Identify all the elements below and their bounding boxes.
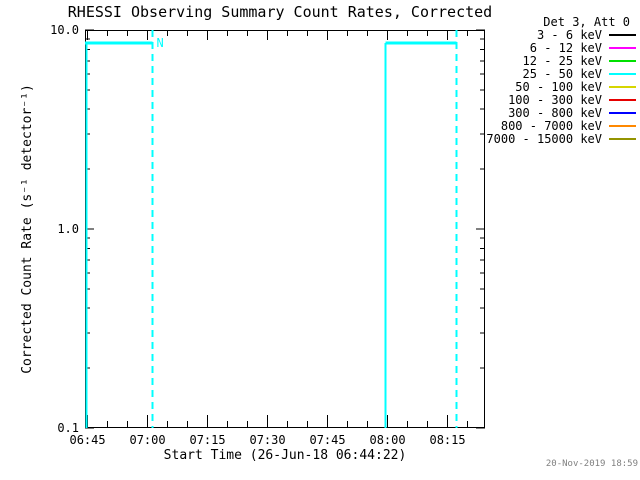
legend-label: 25 - 50 keV bbox=[522, 66, 602, 81]
legend-row: 7000 - 15000 keV bbox=[486, 131, 636, 146]
legend-label: 3 - 6 keV bbox=[536, 27, 602, 42]
x-tick-label: 08:15 bbox=[429, 433, 466, 447]
legend-color-line bbox=[609, 59, 636, 62]
legend-row: 12 - 25 keV bbox=[486, 53, 636, 68]
legend-label: 300 - 800 keV bbox=[508, 105, 602, 120]
legend-label: 800 - 7000 keV bbox=[500, 118, 602, 133]
chart-title: RHESSI Observing Summary Count Rates, Co… bbox=[67, 3, 493, 21]
legend-row: 100 - 300 keV bbox=[486, 92, 636, 107]
x-tick-label: 07:30 bbox=[249, 433, 286, 447]
x-tick-label: 07:15 bbox=[189, 433, 226, 447]
legend-color-line bbox=[609, 85, 636, 88]
legend-row: 300 - 800 keV bbox=[486, 105, 636, 120]
legend-row: 25 - 50 keV bbox=[486, 66, 636, 81]
x-tick-label: 07:45 bbox=[309, 433, 346, 447]
legend-row: 50 - 100 keV bbox=[486, 79, 636, 94]
x-tick-label: 08:00 bbox=[369, 433, 406, 447]
legend-row: 800 - 7000 keV bbox=[486, 118, 636, 133]
legend-color-line bbox=[609, 46, 636, 49]
y-axis-title: Corrected Count Rate (s⁻¹ detector⁻¹) bbox=[20, 84, 35, 374]
night-marker-label: N bbox=[157, 36, 164, 50]
legend-color-line bbox=[609, 98, 636, 101]
x-axis-tick-labels: 06:45 07:00 07:15 07:30 07:45 08:00 08:15 bbox=[0, 433, 640, 448]
legend: 3 - 6 keV 6 - 12 keV 12 - 25 keV 25 - 50 ke… bbox=[486, 27, 636, 146]
legend-color-line bbox=[609, 124, 636, 127]
legend-label: 100 - 300 keV bbox=[508, 92, 602, 107]
y-tick-label: 10.0 bbox=[50, 23, 79, 37]
plot-frame bbox=[85, 30, 485, 428]
x-tick-label: 06:45 bbox=[69, 433, 106, 447]
x-axis-title: Start Time (26-Jun-18 06:44:22) bbox=[163, 448, 407, 463]
plot-generated-timestamp: 20-Nov-2019 18:59 bbox=[545, 459, 638, 469]
y-axis-tick-labels: 10.0 1.0 0.1 bbox=[37, 0, 79, 480]
x-tick-label: 07:00 bbox=[129, 433, 166, 447]
legend-label: 12 - 25 keV bbox=[522, 53, 602, 68]
y-tick-label: 0.1 bbox=[57, 421, 79, 435]
legend-label: 7000 - 15000 keV bbox=[486, 131, 602, 146]
legend-row: 3 - 6 keV bbox=[486, 27, 636, 42]
legend-color-line bbox=[609, 33, 636, 36]
legend-header: Det 3, Att 0 bbox=[543, 15, 630, 29]
legend-label: 6 - 12 keV bbox=[529, 40, 602, 55]
legend-row: 6 - 12 keV bbox=[486, 40, 636, 55]
legend-color-line bbox=[609, 72, 636, 75]
y-tick-label: 1.0 bbox=[57, 222, 79, 236]
legend-color-line bbox=[609, 137, 636, 140]
legend-label: 50 - 100 keV bbox=[515, 79, 602, 94]
legend-color-line bbox=[609, 111, 636, 114]
